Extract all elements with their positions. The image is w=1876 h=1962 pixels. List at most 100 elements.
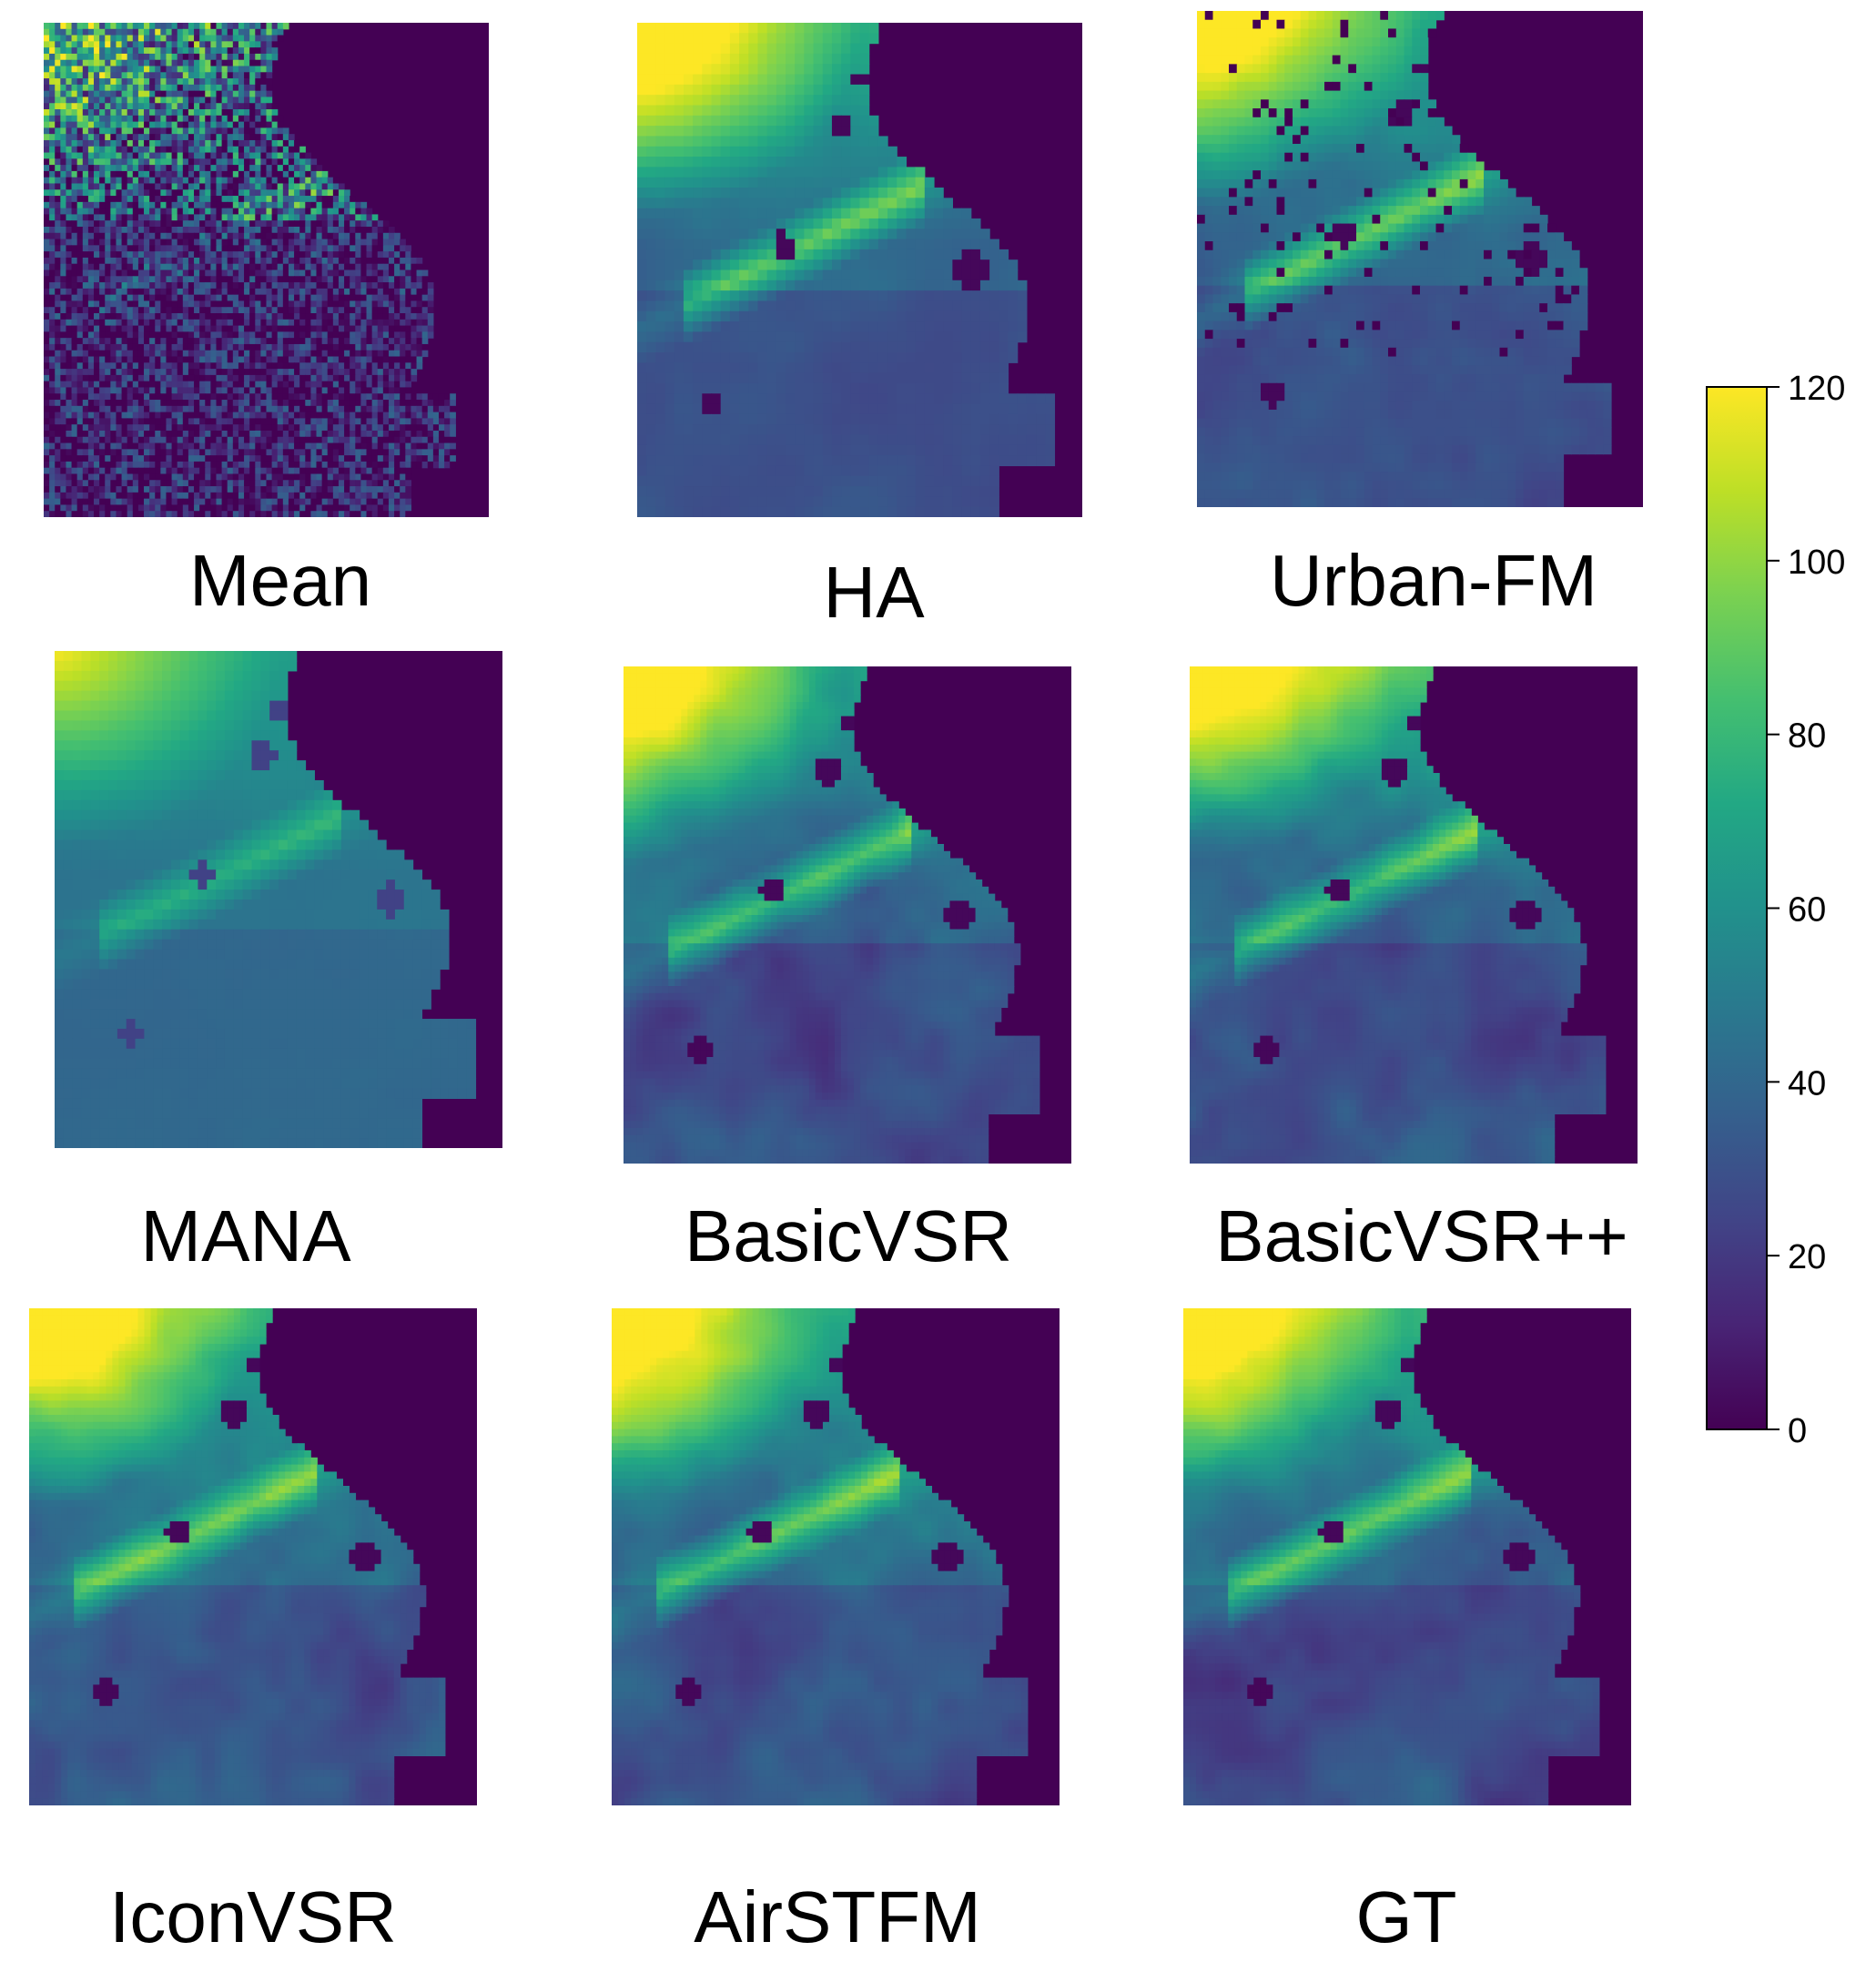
heatmap-cell [160, 442, 167, 450]
heatmap-cell [99, 158, 106, 166]
heatmap-cell [260, 152, 268, 159]
heatmap-cell [199, 165, 206, 172]
heatmap-cell [271, 201, 279, 209]
heatmap-cell [371, 369, 379, 376]
heatmap-cell [332, 350, 340, 358]
heatmap-cell [238, 134, 245, 141]
heatmap-cell [332, 307, 340, 314]
heatmap-cell [155, 97, 161, 104]
heatmap-cell [205, 201, 211, 209]
heatmap-cell [360, 307, 368, 314]
heatmap-cell [221, 498, 228, 506]
heatmap-cell [87, 196, 95, 203]
heatmap-cell [82, 84, 89, 92]
heatmap-cell [310, 436, 318, 444]
heatmap-cell [221, 436, 228, 444]
heatmap-cell [377, 424, 384, 432]
heatmap-cell [305, 263, 311, 271]
heatmap-cell [288, 473, 295, 481]
heatmap-cell [149, 381, 156, 389]
heatmap-cell [221, 134, 228, 141]
heatmap-cell [338, 473, 345, 481]
heatmap-cell [421, 276, 429, 283]
heatmap-cell [266, 442, 273, 450]
heatmap-cell [137, 480, 145, 487]
heatmap-cell [188, 430, 195, 438]
heatmap-cell [748, 33, 759, 45]
heatmap-cell [99, 170, 106, 178]
heatmap-cell [87, 35, 95, 42]
heatmap-cell [748, 43, 759, 55]
heatmap-cell [260, 47, 268, 55]
heatmap-cell [105, 251, 111, 259]
heatmap-cell [87, 325, 95, 332]
heatmap-cell [66, 152, 73, 159]
heatmap-cell [82, 109, 89, 117]
heatmap-cell [338, 461, 345, 469]
heatmap-cell [182, 325, 189, 332]
heatmap-cell [416, 319, 423, 327]
heatmap-cell [244, 294, 250, 302]
heatmap-cell [60, 362, 67, 370]
heatmap-cell [260, 343, 268, 351]
heatmap-cell [82, 269, 89, 277]
heatmap-cell [327, 257, 334, 265]
heatmap-cell [244, 467, 250, 475]
heatmap-cell [355, 405, 362, 413]
heatmap-cell [450, 449, 456, 456]
heatmap-cell [82, 177, 89, 185]
heatmap-cell [155, 338, 161, 345]
heatmap-cell [405, 381, 412, 389]
heatmap-cell [182, 201, 189, 209]
heatmap-cell [49, 109, 56, 117]
heatmap-cell [271, 498, 279, 506]
heatmap-cell [316, 183, 323, 190]
heatmap-cell [388, 461, 395, 469]
heatmap-cell [371, 325, 379, 332]
heatmap-cell [850, 84, 861, 96]
heatmap-cell [177, 59, 184, 67]
heatmap-cell [137, 381, 145, 389]
heatmap-cell [400, 263, 406, 271]
heatmap-cell [360, 338, 368, 345]
heatmap-cell [166, 300, 173, 308]
heatmap-cell [116, 121, 123, 128]
heatmap-cell [757, 53, 768, 65]
heatmap-cell [310, 282, 318, 290]
heatmap-cell [327, 480, 334, 487]
heatmap-cell [182, 449, 189, 456]
heatmap-cell [394, 461, 401, 469]
heatmap-cell [338, 418, 345, 425]
heatmap-cell [238, 455, 245, 463]
heatmap-cell [221, 418, 228, 425]
heatmap-cell [232, 455, 239, 463]
heatmap-cell [210, 23, 218, 30]
heatmap-cell [249, 442, 256, 450]
heatmap-cell [87, 294, 95, 302]
heatmap-cell [321, 294, 329, 302]
heatmap-cell [260, 84, 268, 92]
heatmap-cell [60, 134, 67, 141]
heatmap-cell [116, 467, 123, 475]
heatmap-cell [221, 276, 228, 283]
heatmap-cell [841, 64, 851, 76]
heatmap-cell [400, 461, 406, 469]
heatmap-cell [132, 362, 139, 370]
heatmap-cell [132, 504, 139, 512]
heatmap-cell [66, 41, 73, 48]
heatmap-cell [121, 177, 128, 185]
heatmap-cell [60, 276, 67, 283]
heatmap-cell [260, 177, 268, 185]
heatmap-cell [394, 338, 401, 345]
heatmap-cell [216, 146, 223, 154]
heatmap-cell [82, 492, 89, 500]
heatmap-cell [166, 66, 173, 73]
heatmap-cell [66, 139, 73, 147]
heatmap-cell [55, 245, 61, 252]
heatmap-cell [421, 418, 429, 425]
heatmap-cell [121, 84, 128, 92]
heatmap-cell [166, 362, 173, 370]
heatmap-cell [637, 23, 647, 34]
heatmap-cell [127, 152, 134, 159]
heatmap-cell [266, 47, 273, 55]
